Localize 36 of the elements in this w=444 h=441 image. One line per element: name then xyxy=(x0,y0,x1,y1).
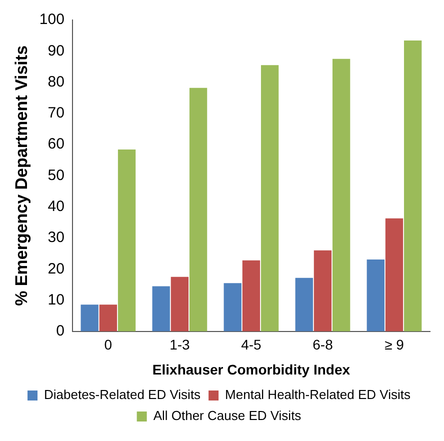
bar xyxy=(404,40,422,332)
bar xyxy=(152,286,170,332)
legend-label: All Other Cause ED Visits xyxy=(153,408,302,424)
y-tick-label: 20 xyxy=(48,260,64,278)
bar xyxy=(170,276,189,332)
y-tick-label: 30 xyxy=(48,229,64,246)
bar xyxy=(189,88,208,332)
y-tick-label: 60 xyxy=(48,136,64,153)
bar xyxy=(314,250,332,332)
y-tick-label: 80 xyxy=(48,73,64,90)
bar xyxy=(366,259,384,332)
legend-label: Diabetes-Related ED Visits xyxy=(44,387,202,402)
x-tick-label: 6-8 xyxy=(312,336,334,353)
y-axis-title: % Emergency Department Visits xyxy=(12,45,31,306)
bar xyxy=(80,304,98,332)
y-tick-label: 100 xyxy=(39,11,64,28)
y-tick-label: 40 xyxy=(48,198,64,215)
bar xyxy=(99,304,118,332)
x-tick-label: 4-5 xyxy=(241,336,262,353)
x-axis-title: Elixhauser Comorbidity Index xyxy=(152,361,350,378)
y-tick-label: 70 xyxy=(48,104,64,122)
x-tick-label: 1-3 xyxy=(170,336,190,353)
bar xyxy=(260,65,279,332)
bar xyxy=(332,58,350,332)
y-tick-label: 0 xyxy=(56,322,64,340)
bar xyxy=(242,260,260,332)
bar xyxy=(224,283,242,332)
bar xyxy=(385,218,404,332)
legend-label: Mental Health-Related ED Visits xyxy=(225,387,412,402)
x-tick-label: ≥ 9 xyxy=(384,336,404,353)
x-tick-label: 0 xyxy=(104,336,112,353)
y-tick-label: 10 xyxy=(48,291,64,308)
bar xyxy=(295,278,313,332)
y-tick-label: 90 xyxy=(48,42,64,60)
bar xyxy=(118,150,136,332)
y-tick-label: 50 xyxy=(48,166,64,184)
